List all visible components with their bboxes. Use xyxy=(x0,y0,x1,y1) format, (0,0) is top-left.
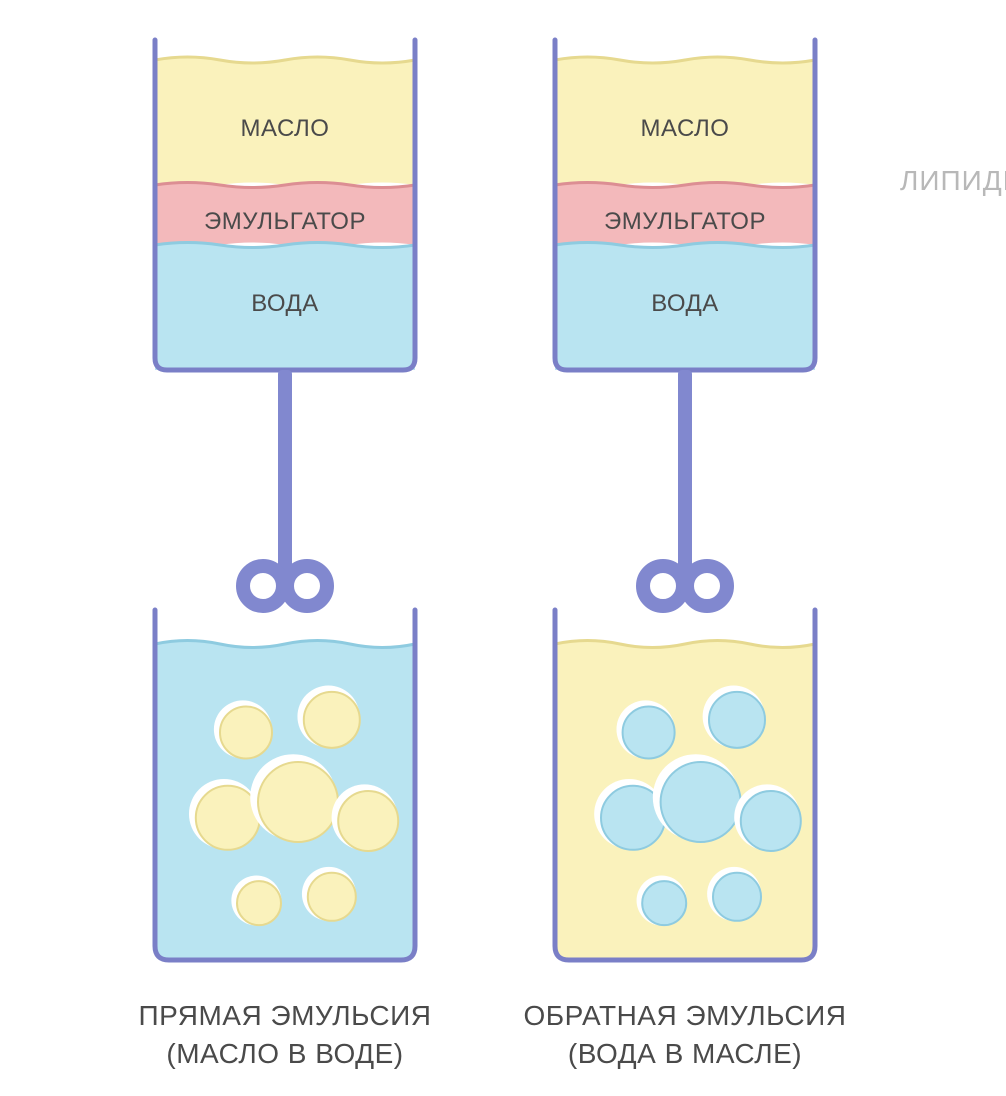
right-emulsifier-label: ЭМУЛЬГАТОР xyxy=(604,208,766,236)
left-water-label: ВОДА xyxy=(251,290,319,318)
left-emulsifier-label: ЭМУЛЬГАТОР xyxy=(204,208,366,236)
left-caption-line2: (МАСЛО В ВОДЕ) xyxy=(166,1038,403,1070)
side-cropped-label: ЛИПИДН xyxy=(900,165,1006,197)
diagram-stage: МАСЛО ЭМУЛЬГАТОР ВОДА МАСЛО ЭМУЛЬГАТОР В… xyxy=(0,0,1006,1096)
right-oil-label: МАСЛО xyxy=(641,115,730,143)
left-oil-label: МАСЛО xyxy=(241,115,330,143)
right-caption-line1: ОБРАТНАЯ ЭМУЛЬСИЯ xyxy=(524,1000,847,1032)
left-caption-line1: ПРЯМАЯ ЭМУЛЬСИЯ xyxy=(139,1000,432,1032)
diagram-svg xyxy=(0,0,1006,1096)
right-water-label: ВОДА xyxy=(651,290,719,318)
right-caption-line2: (ВОДА В МАСЛЕ) xyxy=(568,1038,802,1070)
